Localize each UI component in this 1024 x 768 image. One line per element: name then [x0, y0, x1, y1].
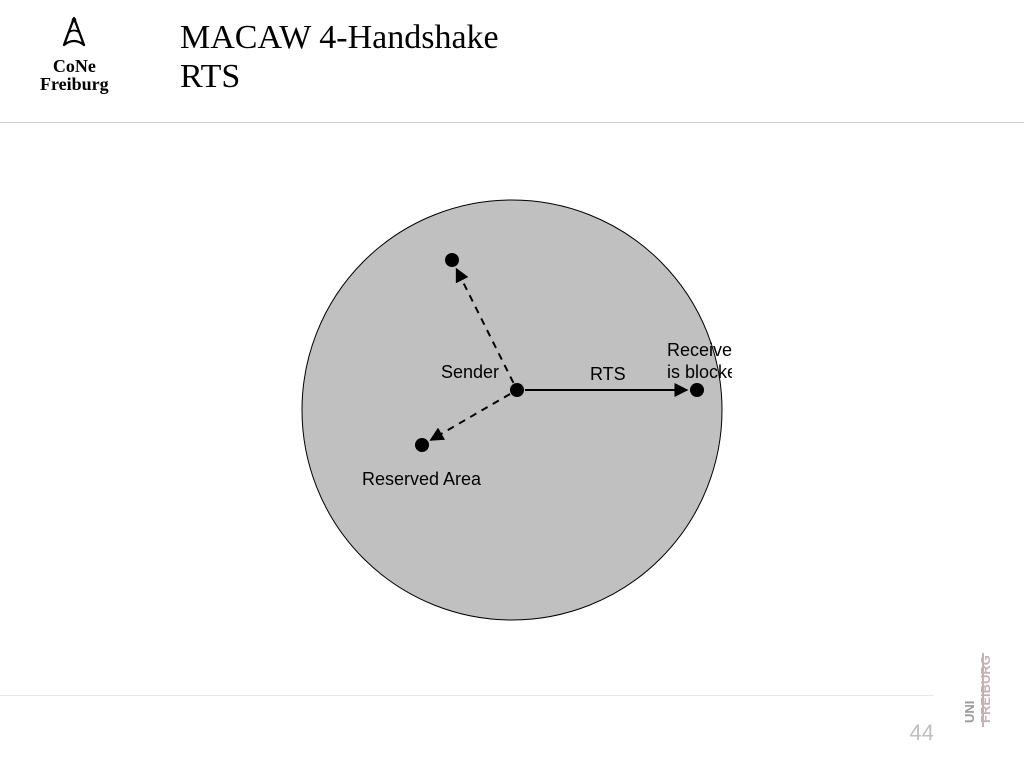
rts-diagram: RTS Sender Receiveris blocked Reserved Area [292, 190, 732, 630]
cone-logo: CoNe Freiburg [40, 15, 109, 93]
reserved-area-circle [302, 200, 722, 620]
uni-freiburg-logo: UNI FREIBURG [954, 647, 1006, 738]
logo-line2: Freiburg [40, 75, 109, 93]
node-sender [510, 383, 524, 397]
logo-line1: CoNe [40, 57, 109, 75]
logo-icon [56, 15, 92, 55]
title-line2: RTS [180, 58, 240, 95]
node-top [445, 253, 459, 267]
label-sender: Sender [441, 362, 499, 382]
label-receiver-2: is blocked [667, 362, 732, 382]
slide-title: MACAW 4-Handshake RTS [180, 18, 499, 96]
page-number: 44 [910, 720, 934, 746]
annotation-reserved-area: Reserved Area [362, 469, 482, 489]
uni-logo-line1: UNI [962, 701, 977, 723]
edge-label-rts: RTS [590, 364, 626, 384]
node-receiver [690, 383, 704, 397]
uni-logo-line2: FREIBURG [978, 655, 993, 723]
slide-header: CoNe Freiburg MACAW 4-Handshake RTS [0, 0, 1024, 120]
label-receiver-1: Receiver [667, 340, 732, 360]
header-divider [0, 122, 1024, 123]
title-line1: MACAW 4-Handshake [180, 19, 499, 56]
footer-divider [0, 695, 934, 696]
node-left [415, 438, 429, 452]
